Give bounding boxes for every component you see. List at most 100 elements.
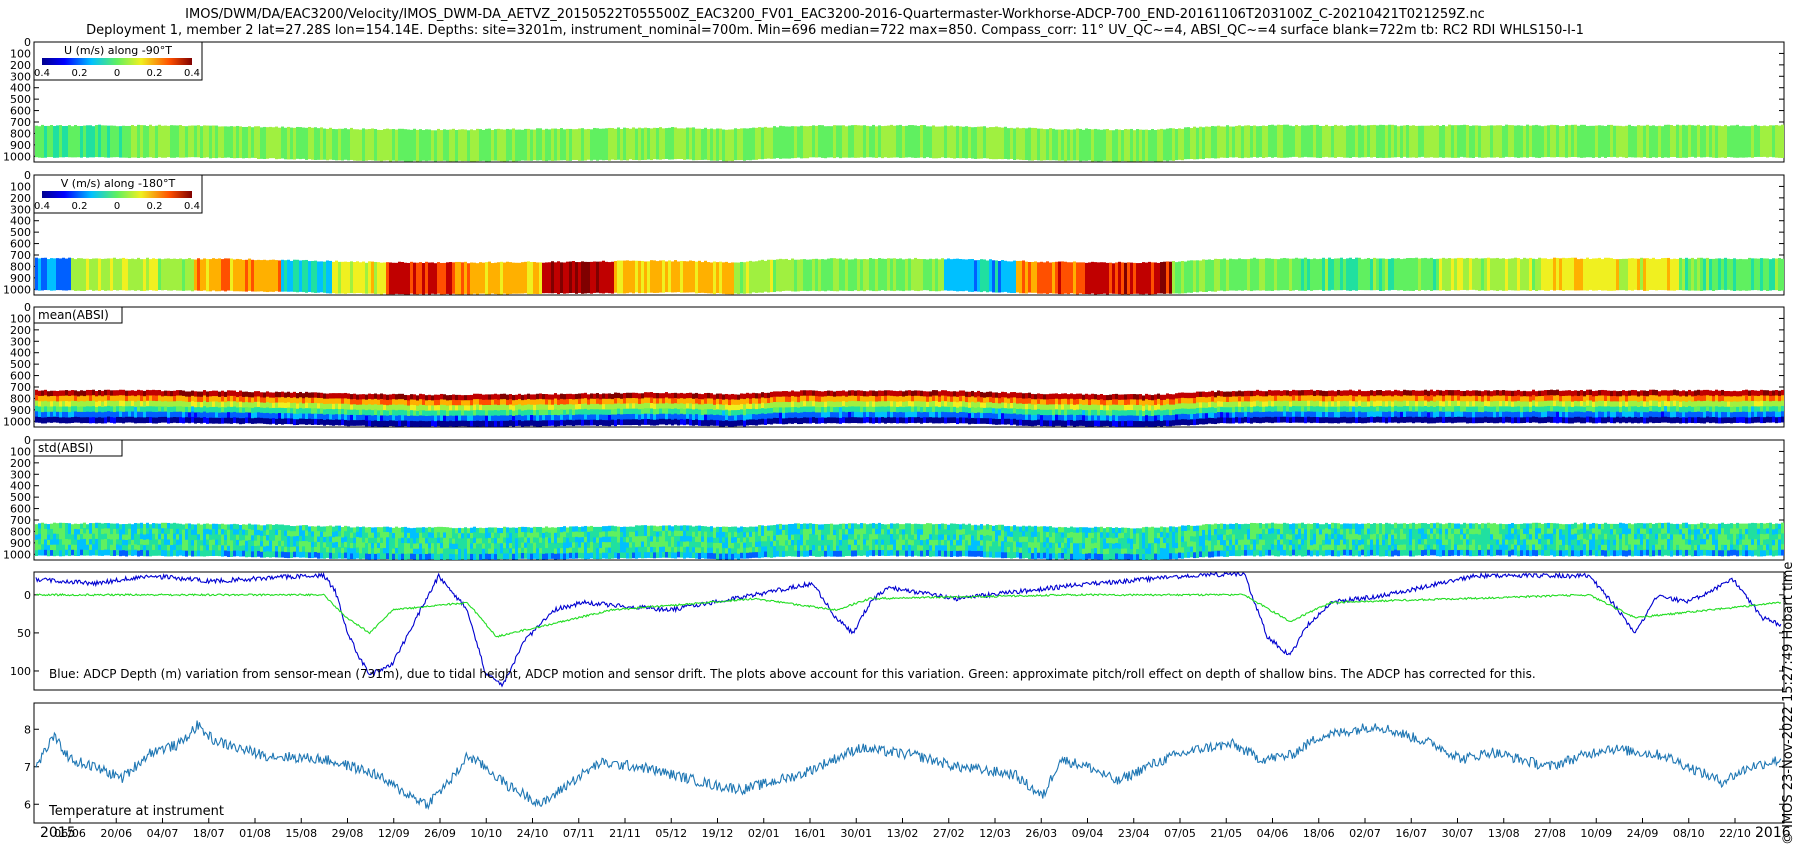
heatmap-cell [1601, 395, 1604, 402]
heatmap-cell [1163, 420, 1166, 426]
heatmap-cell [617, 408, 620, 415]
heatmap-cell [65, 528, 68, 535]
heatmap-cell [1211, 412, 1214, 419]
heatmap-cell [911, 406, 914, 413]
heatmap-cell [347, 420, 350, 427]
heatmap-cell [1721, 126, 1724, 158]
heatmap-cell [395, 394, 398, 401]
heatmap-cell [623, 408, 626, 415]
heatmap-cell [1490, 401, 1493, 408]
heatmap-cell [1058, 414, 1061, 421]
heatmap-cell [737, 415, 740, 421]
heatmap-cell [491, 421, 494, 427]
heatmap-cell [1382, 396, 1385, 402]
heatmap-cell [1049, 420, 1052, 427]
heatmap-cell [1559, 258, 1562, 291]
heatmap-cell [1742, 406, 1745, 413]
heatmap-cell [425, 129, 428, 162]
heatmap-cell [599, 414, 602, 421]
heatmap-cell [512, 421, 515, 427]
heatmap-cell [1616, 411, 1619, 418]
heatmap-cell [1040, 420, 1043, 427]
heatmap-cell [335, 419, 338, 426]
heatmap-cell [461, 405, 464, 411]
heatmap-cell [1493, 390, 1496, 397]
heatmap-cell [1340, 390, 1343, 397]
y-tick-label: 500 [10, 226, 31, 239]
heatmap-cell [806, 406, 809, 413]
heatmap-cell [1733, 396, 1736, 402]
heatmap-cell [1079, 262, 1082, 294]
heatmap-cell [65, 390, 68, 397]
heatmap-cell [1121, 415, 1124, 422]
y-tick-label: 600 [10, 238, 31, 251]
heatmap-cell [89, 544, 92, 551]
heatmap-cell [1016, 398, 1019, 405]
heatmap-cell [110, 258, 113, 291]
heatmap-cell [1118, 421, 1121, 427]
heatmap-cell [1238, 406, 1241, 413]
heatmap-cell [509, 394, 512, 400]
heatmap-cell [122, 125, 125, 158]
heatmap-cell [1583, 401, 1586, 408]
heatmap-cell [326, 408, 329, 415]
heatmap-cell [53, 126, 56, 158]
heatmap-cell [143, 390, 146, 397]
colorbar-label: V (m/s) along -180°T [61, 177, 176, 190]
heatmap-cell [1670, 395, 1673, 402]
heatmap-cell [1556, 411, 1559, 418]
heatmap-cell [260, 397, 263, 404]
heatmap-cell [1334, 258, 1337, 291]
heatmap-cell [266, 127, 269, 159]
heatmap-cell [1172, 415, 1175, 421]
heatmap-cell [1205, 259, 1208, 292]
heatmap-cell [71, 544, 74, 551]
heatmap-cell [68, 550, 71, 557]
heatmap-cell [1706, 405, 1709, 412]
heatmap-cell [1526, 124, 1529, 158]
heatmap-cell [1772, 416, 1775, 423]
heatmap-cell [1772, 411, 1775, 418]
heatmap-cell [764, 398, 767, 404]
heatmap-cell [344, 414, 347, 421]
heatmap-cell [143, 417, 146, 424]
heatmap-cell [1574, 390, 1577, 397]
heatmap-cell [1457, 395, 1460, 402]
heatmap-cell [950, 412, 953, 418]
heatmap-cell [1022, 420, 1025, 426]
heatmap-cell [986, 127, 989, 159]
heatmap-cell [758, 419, 761, 425]
heatmap-cell [1268, 411, 1271, 418]
heatmap-cell [1097, 410, 1100, 417]
heatmap-cell [1433, 401, 1436, 408]
heatmap-cell [1472, 411, 1475, 418]
heatmap-cell [980, 402, 983, 409]
heatmap-cell [899, 124, 902, 158]
heatmap-cell [1679, 125, 1682, 158]
heatmap-cell [803, 401, 806, 407]
heatmap-cell [581, 419, 584, 426]
heatmap-cell [494, 399, 497, 406]
heatmap-cell [278, 397, 281, 404]
heatmap-cell [1658, 417, 1661, 424]
heatmap-cell [584, 414, 587, 421]
heatmap-cell [302, 260, 305, 293]
heatmap-cell [1451, 406, 1454, 413]
heatmap-cell [1052, 393, 1055, 400]
heatmap-cell [1061, 409, 1064, 416]
heatmap-cell [458, 420, 461, 427]
heatmap-cell [563, 404, 566, 411]
heatmap-cell [767, 408, 770, 414]
heatmap-cell [1727, 401, 1730, 408]
heatmap-cell [1703, 406, 1706, 413]
heatmap-cell [92, 258, 95, 291]
heatmap-cell [1220, 391, 1223, 397]
heatmap-cell [50, 401, 53, 408]
heatmap-cell [1154, 394, 1157, 401]
heatmap-cell [1373, 257, 1376, 291]
heatmap-cell [227, 412, 230, 419]
heatmap-cell [1064, 398, 1067, 405]
heatmap-cell [140, 406, 143, 413]
heatmap-cell [440, 410, 443, 416]
heatmap-cell [1625, 401, 1628, 408]
